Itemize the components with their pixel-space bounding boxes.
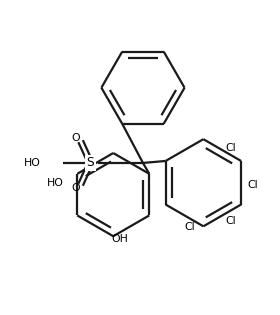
Text: Cl: Cl (247, 180, 258, 190)
Text: Cl: Cl (225, 216, 236, 226)
Text: O: O (71, 133, 80, 143)
Text: S: S (87, 157, 94, 169)
Text: HO: HO (47, 178, 64, 188)
Text: O: O (71, 183, 80, 193)
Text: Cl: Cl (185, 222, 195, 232)
Text: OH: OH (112, 234, 129, 244)
Text: Cl: Cl (225, 143, 236, 153)
Text: HO: HO (24, 158, 41, 168)
